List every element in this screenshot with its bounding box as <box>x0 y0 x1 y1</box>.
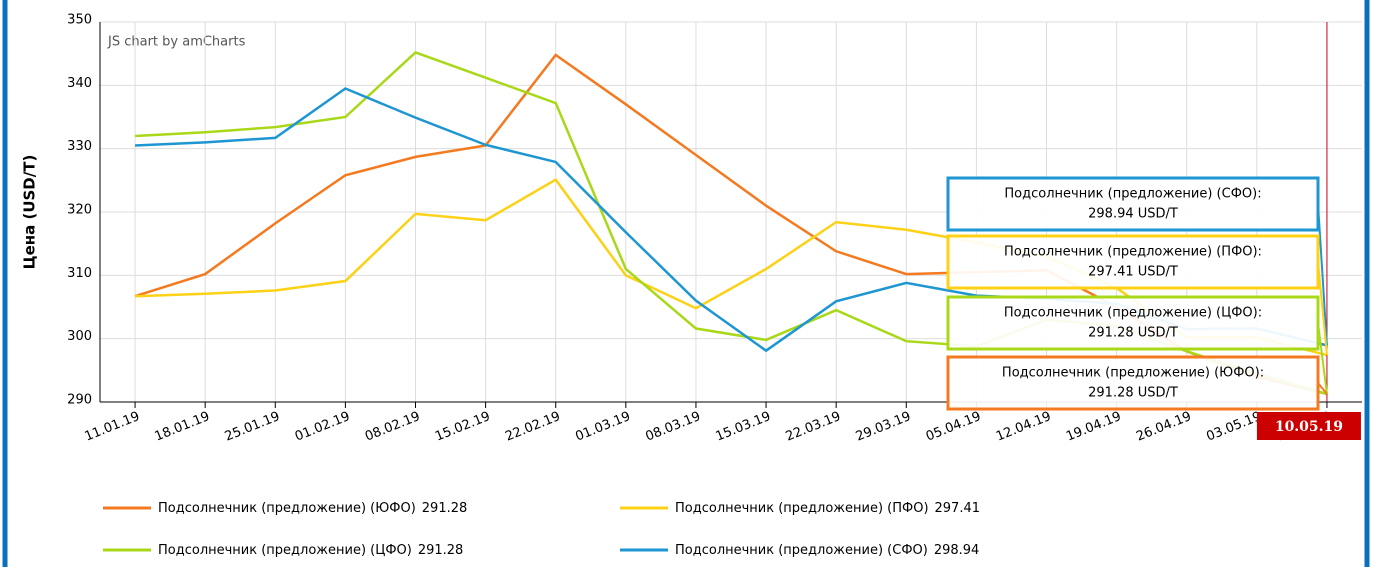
y-tick-label: 350 <box>67 13 92 28</box>
legend-value: 297.41 <box>935 501 981 516</box>
legend-name: Подсолнечник (предложение) (ЮФО) <box>158 501 416 516</box>
tooltip-title: Подсолнечник (предложение) (СФО): <box>1004 187 1261 202</box>
legend-label: Подсолнечник (предложение) (ЮФО) 291.28 <box>158 501 467 516</box>
tooltip-box <box>946 234 1320 290</box>
legend-value: 291.28 <box>422 501 468 516</box>
tooltip-box <box>946 176 1320 232</box>
x-tick-label: 29.03.19 <box>854 409 913 445</box>
x-tick-label: 26.04.19 <box>1134 409 1193 445</box>
x-tick-label: 22.03.19 <box>784 409 843 445</box>
tooltip-value: 297.41 USD/T <box>1088 265 1178 280</box>
x-tick-label: 03.05.19 <box>1204 409 1263 445</box>
x-tick-label: 18.01.19 <box>153 409 212 445</box>
x-tick-label: 15.02.19 <box>433 409 492 445</box>
x-tick-label: 25.01.19 <box>223 409 282 445</box>
legend-name: Подсолнечник (предложение) (ПФО) <box>675 501 929 516</box>
tooltip-value: 291.28 USD/T <box>1088 326 1178 341</box>
tooltip-title: Подсолнечник (предложение) (ПФО): <box>1004 245 1262 260</box>
y-tick-label: 340 <box>67 76 92 91</box>
tooltip-title: Подсолнечник (предложение) (ЮФО): <box>1002 366 1264 381</box>
y-tick-label: 320 <box>67 203 92 218</box>
cursor-label-box <box>1256 412 1361 440</box>
tooltip-title: Подсолнечник (предложение) (ЦФО): <box>1004 306 1262 321</box>
x-tick-label: 12.04.19 <box>994 409 1053 445</box>
tooltip-box <box>946 355 1320 411</box>
credit: JS chart by amCharts <box>107 35 246 50</box>
legend-label: Подсолнечник (предложение) (ЦФО) 291.28 <box>158 543 463 558</box>
legend-value: 298.94 <box>934 543 980 558</box>
x-tick-label: 22.02.19 <box>503 409 562 445</box>
legend-value: 291.28 <box>418 543 464 558</box>
cursor-label: 10.05.19 <box>1275 419 1343 435</box>
x-tick-label: 08.02.19 <box>363 409 422 445</box>
y-tick-label: 310 <box>67 266 92 281</box>
legend-name: Подсолнечник (предложение) (СФО) <box>675 543 928 558</box>
x-tick-label: 05.04.19 <box>924 409 983 445</box>
x-tick-label: 08.03.19 <box>643 409 702 445</box>
legend-label: Подсолнечник (предложение) (ПФО) 297.41 <box>675 501 980 516</box>
y-axis-label: Цена (USD/T) <box>21 155 39 270</box>
tooltip-value: 298.94 USD/T <box>1088 207 1178 222</box>
y-tick-label: 330 <box>67 139 92 154</box>
x-tick-label: 01.02.19 <box>293 409 352 445</box>
x-tick-label: 19.04.19 <box>1064 409 1123 445</box>
y-tick-label: 290 <box>67 393 92 408</box>
tooltip-box <box>946 295 1320 351</box>
legend-name: Подсолнечник (предложение) (ЦФО) <box>158 543 412 558</box>
x-tick-label: 11.01.19 <box>83 409 142 445</box>
x-tick-label: 15.03.19 <box>714 409 773 445</box>
y-tick-label: 300 <box>67 329 92 344</box>
tooltip-value: 291.28 USD/T <box>1088 386 1178 401</box>
legend-label: Подсолнечник (предложение) (СФО) 298.94 <box>675 543 979 558</box>
x-tick-label: 01.03.19 <box>573 409 632 445</box>
